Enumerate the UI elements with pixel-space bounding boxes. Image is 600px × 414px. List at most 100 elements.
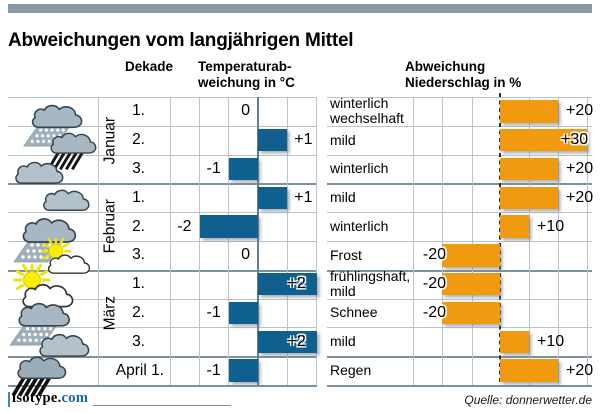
column-header-precipitation: Abweichung Niederschlag in %: [405, 59, 522, 90]
grid-line: [327, 125, 592, 127]
temperature-value: -2: [177, 217, 192, 235]
grid-line: [413, 97, 414, 385]
grid-line: [327, 97, 592, 98]
grid-line: [8, 97, 317, 98]
temperature-bar: [228, 301, 258, 325]
temperature-value: -1: [206, 303, 221, 321]
grid-line: [499, 93, 501, 385]
grid-line: [327, 183, 592, 186]
decade-label: [98, 356, 145, 385]
weather-description: winterlich: [330, 160, 389, 177]
precipitation-value: -20: [422, 275, 446, 293]
grid-line: [8, 154, 317, 156]
isotype-logo[interactable]: isotype. com: [8, 390, 232, 407]
precipitation-bar: [500, 215, 529, 238]
decade-label: 3.: [132, 246, 145, 264]
table-row: 3. -1 winterlich +20: [0, 155, 600, 184]
precipitation-bar: [500, 157, 558, 181]
grid-line: [257, 97, 259, 385]
decade-label: 1.: [132, 102, 145, 120]
grid-line: [471, 97, 473, 385]
grid-line: [327, 269, 592, 272]
grid-line: [8, 212, 317, 214]
precipitation-bar: [442, 272, 500, 296]
grid-line: [327, 154, 592, 156]
table-row: -1 Regen +20: [0, 356, 600, 385]
grid-line: [528, 97, 530, 385]
decade-label: 2.: [132, 217, 145, 235]
page-title: Abweichungen vom langjährigen Mittel: [8, 29, 354, 51]
precipitation-value: +20: [566, 188, 594, 206]
weather-description: mild: [330, 131, 356, 148]
month-label-april: April 1.: [115, 361, 164, 379]
grid-line: [8, 385, 317, 387]
precipitation-value: +20: [566, 102, 594, 120]
temperature-bar: [199, 215, 258, 238]
table-row: 2. +1 mild +30: [0, 126, 600, 155]
column-header-dekade: Dekade: [124, 59, 174, 74]
table-row: 2. -2 winterlich +10: [0, 212, 600, 241]
temperature-bar: [228, 157, 258, 181]
column-header-temperature: Temperaturab- weichung in °C: [198, 59, 295, 90]
logo-accent-bar: [8, 392, 10, 407]
temperature-value: 0: [241, 102, 250, 120]
precipitation-value: +20: [566, 361, 594, 379]
grid-line: [587, 97, 588, 385]
weather-description: mild: [330, 333, 356, 350]
grid-line: [327, 298, 592, 300]
grid-line: [558, 97, 559, 385]
temperature-value: 0: [241, 246, 250, 264]
temperature-bar: [258, 330, 317, 353]
weather-description: mild: [330, 189, 356, 206]
decade-label: 1.: [132, 275, 145, 293]
temperature-bar: [258, 186, 288, 209]
weather-description: Frost: [330, 246, 362, 263]
grid-line: [327, 385, 592, 387]
logo-text-blue: com: [61, 390, 89, 406]
precipitation-bar: [500, 100, 558, 123]
decade-label: 1.: [132, 188, 145, 206]
decade-label: 2.: [132, 131, 145, 149]
grid-line: [198, 97, 200, 385]
weather-description: winterlich: [330, 218, 389, 235]
precipitation-bar: [500, 128, 587, 152]
grid-line: [8, 327, 317, 329]
grid-line: [327, 241, 592, 242]
temperature-value: +2: [287, 332, 306, 350]
grid-line: [8, 125, 317, 127]
temperature-value: -1: [206, 159, 221, 177]
precipitation-value: -20: [422, 303, 446, 321]
weather-description: frühlingshaft, mild: [330, 268, 411, 300]
temperature-value: +1: [294, 131, 313, 149]
table-row: 1. +2 frühlingshaft, mild -20: [0, 268, 600, 300]
precipitation-bar: [500, 359, 558, 382]
precipitation-bar: [442, 244, 500, 267]
grid-line: [8, 241, 317, 242]
precipitation-value: +20: [566, 159, 594, 177]
precipitation-value: +10: [537, 332, 565, 350]
decade-label: 3.: [132, 159, 145, 177]
grid-line: [287, 97, 288, 385]
grid-line: [327, 356, 592, 359]
grid-line: [8, 183, 317, 186]
precipitation-value: +10: [537, 217, 565, 235]
grid-line: [316, 97, 317, 385]
logo-rule: [93, 405, 232, 406]
weather-description: Schnee: [330, 304, 378, 321]
precipitation-bar: [442, 301, 500, 325]
decade-label: 2.: [132, 303, 145, 321]
table-row: 3. +2 mild +10: [0, 327, 600, 356]
temperature-bar: [258, 272, 317, 296]
grid-line: [327, 212, 592, 214]
logo-text-black: isotype.: [12, 390, 62, 406]
grid-line: [8, 298, 317, 300]
precipitation-value: -20: [422, 246, 446, 264]
table-row: 1. +1 mild +20: [0, 183, 600, 212]
grid-line: [8, 269, 317, 272]
temperature-value: +2: [287, 275, 306, 293]
temperature-value: +1: [294, 188, 313, 206]
weather-description: Regen: [330, 362, 372, 379]
decade-label: 3.: [132, 332, 145, 350]
precipitation-value: +30: [561, 131, 589, 149]
